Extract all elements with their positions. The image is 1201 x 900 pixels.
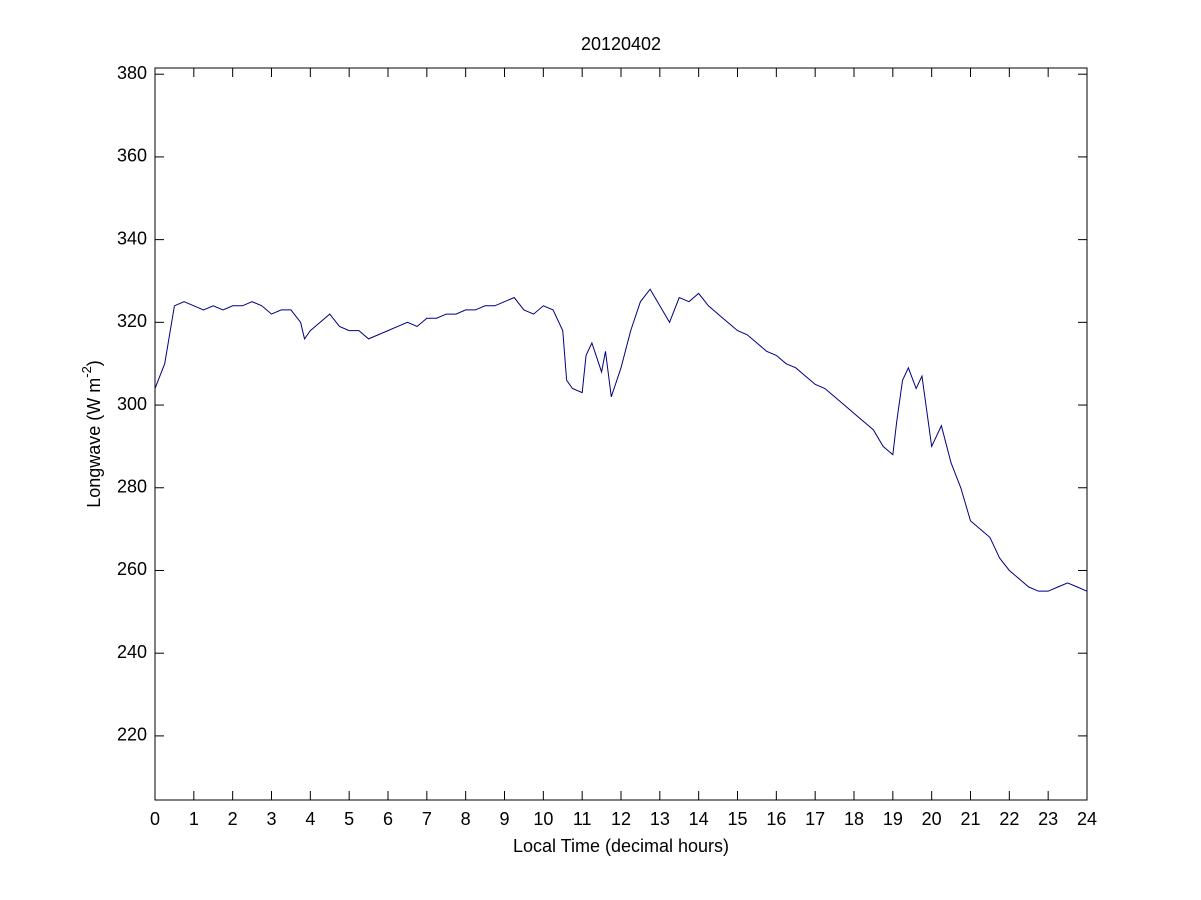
x-tick-label: 13 bbox=[650, 809, 670, 829]
x-tick-label: 8 bbox=[461, 809, 471, 829]
x-tick-label: 16 bbox=[766, 809, 786, 829]
x-tick-label: 4 bbox=[305, 809, 315, 829]
y-label-superscript: -2 bbox=[79, 366, 94, 378]
y-tick-label: 240 bbox=[117, 642, 147, 662]
x-tick-label: 23 bbox=[1038, 809, 1058, 829]
x-tick-label: 21 bbox=[960, 809, 980, 829]
y-tick-label: 340 bbox=[117, 228, 147, 248]
x-tick-label: 0 bbox=[150, 809, 160, 829]
x-tick-label: 9 bbox=[499, 809, 509, 829]
x-tick-label: 15 bbox=[727, 809, 747, 829]
y-label-suffix: ) bbox=[84, 360, 104, 366]
chart-title: 20120402 bbox=[581, 34, 661, 54]
x-tick-label: 12 bbox=[611, 809, 631, 829]
y-tick-label: 300 bbox=[117, 394, 147, 414]
y-tick-label: 360 bbox=[117, 146, 147, 166]
x-axis-label: Local Time (decimal hours) bbox=[513, 836, 729, 856]
y-tick-label: 380 bbox=[117, 63, 147, 83]
y-tick-label: 220 bbox=[117, 725, 147, 745]
x-tick-label: 22 bbox=[999, 809, 1019, 829]
x-tick-label: 3 bbox=[266, 809, 276, 829]
x-tick-label: 11 bbox=[573, 809, 592, 829]
x-tick-label: 2 bbox=[228, 809, 238, 829]
x-tick-label: 20 bbox=[922, 809, 942, 829]
y-tick-label: 260 bbox=[117, 559, 147, 579]
x-tick-label: 24 bbox=[1077, 809, 1097, 829]
x-tick-label: 19 bbox=[883, 809, 903, 829]
x-tick-label: 6 bbox=[383, 809, 393, 829]
x-tick-label: 10 bbox=[533, 809, 553, 829]
x-tick-label: 1 bbox=[189, 809, 199, 829]
x-tick-label: 18 bbox=[844, 809, 864, 829]
y-label-text: Longwave (W m bbox=[84, 378, 104, 508]
y-tick-label: 280 bbox=[117, 477, 147, 497]
x-tick-label: 7 bbox=[422, 809, 432, 829]
y-tick-label: 320 bbox=[117, 311, 147, 331]
y-axis-label: Longwave (W m-2) bbox=[79, 360, 103, 508]
plot-area bbox=[154, 67, 1088, 801]
data-line bbox=[154, 288, 1088, 592]
x-tick-label: 5 bbox=[344, 809, 354, 829]
x-tick-label: 17 bbox=[805, 809, 825, 829]
x-tick-label: 14 bbox=[689, 809, 709, 829]
